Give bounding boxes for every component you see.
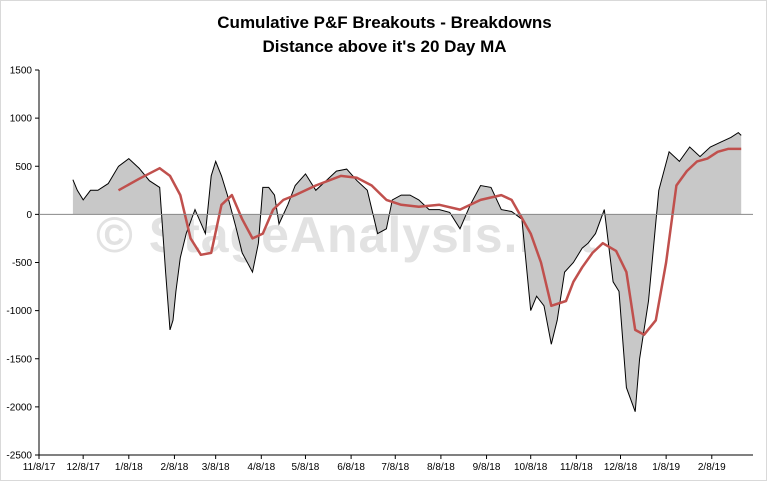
ma-line (117, 147, 742, 336)
x-tick-label: 10/8/18 (514, 462, 548, 473)
y-tick-label: -1500 (6, 354, 32, 365)
y-tick-label: -2500 (6, 451, 32, 462)
x-tick-label: 3/8/18 (202, 462, 230, 473)
chart-title: Cumulative P&F Breakouts - Breakdowns (217, 13, 552, 32)
x-tick-label: 1/8/19 (652, 462, 680, 473)
x-tick-label: 2/8/18 (161, 462, 189, 473)
y-tick-label: 1000 (10, 114, 33, 125)
y-tick-label: 1500 (10, 66, 33, 77)
y-tick-label: 500 (15, 162, 32, 173)
y-tick-label: 0 (26, 210, 32, 221)
y-tick-label: -1000 (6, 306, 32, 317)
x-tick-label: 11/8/18 (560, 462, 593, 473)
x-tick-label: 4/8/18 (247, 462, 275, 473)
x-tick-label: 8/8/18 (427, 462, 455, 473)
area-line (72, 131, 742, 412)
x-tick-label: 12/8/18 (604, 462, 638, 473)
x-tick-label: 7/8/18 (381, 462, 409, 473)
x-tick-label: 12/8/17 (66, 462, 100, 473)
y-tick-label: -2000 (6, 402, 32, 413)
x-tick-label: 1/8/18 (115, 462, 143, 473)
area-fill (72, 132, 742, 412)
x-tick-label: 11/8/17 (23, 462, 56, 473)
x-tick-label: 9/8/18 (473, 462, 501, 473)
x-tick-label: 6/8/18 (337, 462, 365, 473)
chart-subtitle: Distance above it's 20 Day MA (262, 37, 507, 56)
y-tick-label: -500 (12, 258, 32, 269)
x-tick-label: 5/8/18 (292, 462, 320, 473)
x-tick-label: 2/8/19 (698, 462, 726, 473)
